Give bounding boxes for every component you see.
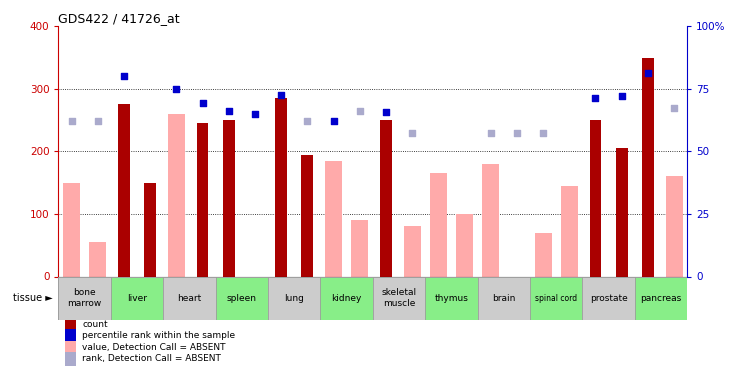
Point	[223, 108, 235, 114]
Bar	[583, 276, 635, 320]
Point	[276, 92, 287, 98]
Point	[197, 100, 208, 106]
Point	[406, 130, 418, 136]
Point	[590, 95, 602, 101]
Bar	[642, 57, 654, 276]
Bar	[482, 164, 499, 276]
Text: thymus: thymus	[434, 294, 469, 303]
Bar	[89, 242, 106, 276]
Text: percentile rank within the sample: percentile rank within the sample	[83, 332, 235, 340]
Bar	[65, 352, 76, 366]
Point	[485, 130, 496, 136]
Bar	[223, 120, 235, 276]
Point	[380, 109, 392, 115]
Bar	[373, 276, 425, 320]
Text: pancreas: pancreas	[640, 294, 681, 303]
Text: heart: heart	[178, 294, 202, 303]
Point	[616, 93, 627, 99]
Bar	[561, 186, 577, 276]
Bar	[456, 214, 473, 276]
Text: tissue ►: tissue ►	[13, 293, 53, 303]
Bar	[111, 276, 163, 320]
Text: skeletal
muscle: skeletal muscle	[382, 288, 417, 308]
Text: rank, Detection Call = ABSENT: rank, Detection Call = ABSENT	[83, 354, 221, 363]
Bar	[168, 114, 185, 276]
Text: prostate: prostate	[590, 294, 627, 303]
Bar	[216, 276, 268, 320]
Text: bone
marrow: bone marrow	[67, 288, 102, 308]
Point	[537, 130, 549, 136]
Point	[118, 73, 130, 79]
Text: kidney: kidney	[331, 294, 362, 303]
Bar	[325, 161, 342, 276]
Bar	[320, 276, 373, 320]
Bar	[65, 329, 76, 343]
Bar	[635, 276, 687, 320]
Point	[66, 118, 77, 124]
Point	[301, 118, 313, 124]
Bar	[197, 123, 208, 276]
Bar	[534, 233, 552, 276]
Bar	[276, 98, 287, 276]
Bar	[477, 276, 530, 320]
Bar	[65, 341, 76, 354]
Point	[511, 130, 523, 136]
Bar	[63, 183, 80, 276]
Text: count: count	[83, 320, 108, 329]
Bar	[530, 276, 583, 320]
Point	[354, 108, 366, 114]
Bar	[404, 226, 420, 276]
Point	[170, 86, 182, 92]
Point	[249, 111, 261, 117]
Bar	[665, 176, 683, 276]
Text: spinal cord: spinal cord	[535, 294, 577, 303]
Point	[642, 70, 654, 76]
Text: lung: lung	[284, 294, 304, 303]
Point	[668, 105, 680, 111]
Bar	[616, 148, 627, 276]
Text: spleen: spleen	[227, 294, 257, 303]
Bar	[268, 276, 320, 320]
Bar	[58, 276, 111, 320]
Text: liver: liver	[127, 294, 147, 303]
Text: brain: brain	[492, 294, 515, 303]
Bar	[430, 173, 447, 276]
Point	[92, 118, 104, 124]
Text: GDS422 / 41726_at: GDS422 / 41726_at	[58, 12, 180, 25]
Bar	[351, 220, 368, 276]
Bar	[144, 183, 156, 276]
Bar	[380, 120, 392, 276]
Bar	[590, 120, 602, 276]
Point	[327, 118, 339, 124]
Bar	[65, 318, 76, 331]
Bar	[301, 154, 313, 276]
Bar	[118, 105, 130, 276]
Bar	[425, 276, 477, 320]
Text: value, Detection Call = ABSENT: value, Detection Call = ABSENT	[83, 343, 226, 352]
Bar	[163, 276, 216, 320]
